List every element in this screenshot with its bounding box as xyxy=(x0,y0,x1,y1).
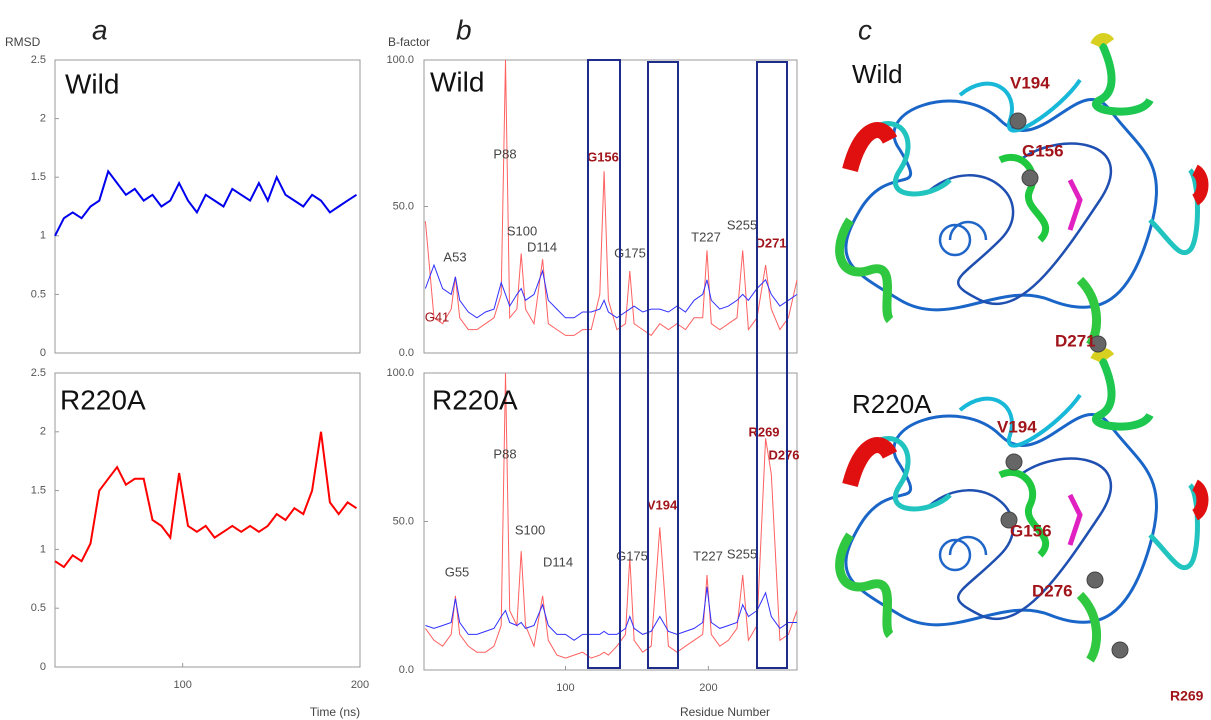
annotation: G175 xyxy=(616,548,648,563)
x-axis-label: Time (ns) xyxy=(310,705,360,719)
y-tick-label: 100.0 xyxy=(386,367,414,379)
annotation: D114 xyxy=(543,554,573,569)
residue-sphere xyxy=(1009,112,1027,130)
annotation: S255 xyxy=(727,546,757,561)
data-line xyxy=(54,169,358,237)
residue-label: V194 xyxy=(997,417,1037,436)
y-tick-label: 100.0 xyxy=(386,54,414,66)
residue-label: V194 xyxy=(1010,73,1050,92)
annotation: S255 xyxy=(727,217,757,232)
data-line xyxy=(424,59,798,337)
annotation: R269 xyxy=(748,424,779,439)
annotation: P88 xyxy=(493,446,516,461)
x-axis-label: Residue Number xyxy=(680,705,770,719)
residue-sphere xyxy=(1005,453,1023,471)
structure-title: Wild xyxy=(852,59,903,89)
annotation: V194 xyxy=(647,497,678,512)
panel-label: c xyxy=(858,14,872,45)
x-tick-label: 100 xyxy=(173,679,191,691)
y-axis-label: RMSD xyxy=(5,35,41,49)
residue-label: G156 xyxy=(1022,141,1064,160)
annotation: G175 xyxy=(614,245,646,260)
annotation: T227 xyxy=(691,229,721,244)
y-tick-label: 1.5 xyxy=(31,485,46,497)
panel-title: Wild xyxy=(430,66,484,97)
annotation: G156 xyxy=(587,149,619,164)
y-tick-label: 0.0 xyxy=(399,664,414,676)
y-tick-label: 1 xyxy=(40,543,46,555)
residue-sphere xyxy=(1000,511,1018,529)
residue-sphere xyxy=(1021,169,1039,187)
panel-label: b xyxy=(456,14,472,45)
y-tick-label: 1.5 xyxy=(31,171,46,183)
panel-title: R220A xyxy=(60,384,146,415)
y-tick-label: 2 xyxy=(40,426,46,438)
panel-label: a xyxy=(92,14,108,45)
annotation: A53 xyxy=(443,249,466,264)
y-tick-label: 2.5 xyxy=(31,367,46,379)
annotation: D271 xyxy=(755,235,786,250)
annotation: S100 xyxy=(515,522,545,537)
y-tick-label: 50.0 xyxy=(393,515,414,527)
annotation: P88 xyxy=(493,146,516,161)
y-tick-label: 0 xyxy=(40,347,46,359)
y-tick-label: 0.5 xyxy=(31,288,46,300)
annotation: D276 xyxy=(768,447,799,462)
plot-frame xyxy=(423,372,798,671)
x-tick-label: 200 xyxy=(699,682,717,694)
y-tick-label: 1 xyxy=(40,230,46,242)
residue-label: G156 xyxy=(1010,521,1052,540)
y-tick-label: 0.0 xyxy=(399,347,414,359)
plot-frame xyxy=(54,59,361,354)
residue-label: R269 xyxy=(1170,688,1204,704)
y-tick-label: 0 xyxy=(40,661,46,673)
highlight-box xyxy=(587,59,621,669)
residue-sphere xyxy=(1089,335,1107,353)
structure-title: R220A xyxy=(852,389,932,419)
annotation: S100 xyxy=(507,223,537,238)
annotation: D114 xyxy=(527,239,557,254)
annotation: G41 xyxy=(425,309,450,324)
highlight-box xyxy=(647,61,679,669)
residue-label: D276 xyxy=(1032,581,1073,600)
y-tick-label: 2.5 xyxy=(31,54,46,66)
residue-label: D271 xyxy=(1055,331,1096,350)
data-line xyxy=(424,263,798,319)
data-line xyxy=(54,431,358,569)
plot-frame xyxy=(54,372,361,668)
y-tick-label: 0.5 xyxy=(31,602,46,614)
residue-sphere xyxy=(1086,571,1104,589)
y-tick-label: 50.0 xyxy=(393,200,414,212)
annotation: G55 xyxy=(445,564,470,579)
highlight-box xyxy=(756,61,788,669)
panel-title: R220A xyxy=(432,384,518,415)
y-axis-label: B-factor xyxy=(388,35,430,49)
x-tick-label: 200 xyxy=(351,679,369,691)
annotation: T227 xyxy=(693,548,723,563)
data-line xyxy=(425,586,797,641)
y-tick-label: 2 xyxy=(40,113,46,125)
panel-title: Wild xyxy=(65,68,119,99)
residue-sphere xyxy=(1111,641,1129,659)
data-line xyxy=(424,372,798,659)
x-tick-label: 100 xyxy=(556,682,574,694)
